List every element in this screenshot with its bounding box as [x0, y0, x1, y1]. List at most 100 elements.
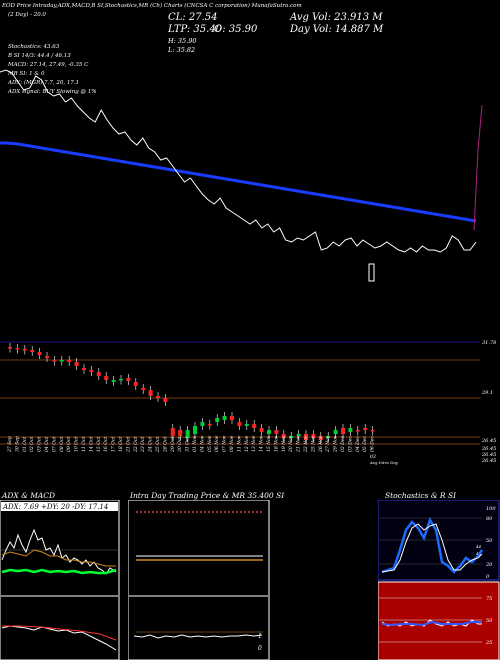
candle [8, 347, 12, 349]
candle [82, 368, 86, 370]
date-label: 31 Oct [185, 437, 191, 452]
date-label: 30 Oct [177, 437, 183, 452]
stoch-tick-0: 0 [486, 574, 490, 580]
adx-macd-panel: ADX: 7.69 +DY: 20 -DY: 17.14 [0, 500, 120, 660]
candle [30, 350, 35, 352]
date-label: 07 Oct [51, 437, 57, 452]
date-label: 22 Oct [133, 437, 139, 453]
date-label: 25 Nov [310, 435, 316, 453]
candle [126, 378, 131, 381]
candles [8, 343, 375, 444]
chart-header: EOD Price Intraday,ADX,MACD,B SI,Stochas… [2, 3, 302, 9]
intraday-panel: 1 0 [128, 500, 270, 660]
date-label: 10 Oct [74, 437, 80, 452]
adx-orange-line [1, 549, 116, 567]
candle [74, 362, 79, 366]
candle [318, 436, 323, 440]
volume-spike-line [473, 104, 483, 231]
candle [15, 348, 20, 350]
adx-values: ADX: 7.69 +DY: 20 -DY: 17.14 [2, 503, 108, 511]
date-label: 13 Nov [251, 435, 257, 452]
intra-num-1: 1 [258, 633, 262, 640]
adx-panel-title: ADX & MACD [2, 491, 56, 500]
candle [326, 436, 331, 438]
macd-line [1, 625, 117, 651]
high-price: H: 35.90 [168, 37, 197, 45]
stoch-tick-80: 80 [486, 516, 493, 522]
date-label: 19 Nov [281, 435, 287, 452]
stoch-tick-50: 50 [486, 538, 493, 544]
date-label: 18 Nov [273, 435, 279, 452]
candle [311, 434, 316, 438]
candle [341, 428, 345, 434]
candle [96, 372, 101, 376]
date-label: 29 Oct [170, 437, 176, 453]
adx-signal: ADX signal: BUY Slowing @ 1% [8, 89, 97, 95]
candle [156, 396, 160, 398]
price-line [0, 69, 477, 253]
candle [348, 428, 353, 432]
date-label: 03 Dec [347, 436, 353, 452]
candle [304, 434, 308, 440]
date-label: 30 Sep [14, 436, 20, 452]
date-label: 08 Nov [229, 435, 235, 452]
avg-volume: Avg Vol: 23.913 M [290, 12, 383, 23]
stoch-tick-100: 100 [486, 506, 496, 512]
candle [289, 436, 294, 438]
date-label: 24 Oct [148, 437, 154, 453]
date-label: 23 Oct [140, 437, 146, 453]
candle [370, 430, 375, 432]
date-label: 07 Nov [222, 435, 228, 452]
adx-green-line [1, 568, 117, 575]
date-label: 01 Nov [192, 435, 198, 452]
date-label: 04 Nov [199, 435, 205, 452]
candle [52, 360, 57, 362]
candle [267, 430, 271, 434]
low-price: L: 35.82 [168, 46, 196, 54]
y-label-4: 26.45 [481, 452, 496, 458]
si-value: B SI 14/3: 44.4 / 46.13 [8, 53, 71, 59]
date-label: 21 Oct [125, 437, 131, 453]
candle [22, 349, 27, 351]
y-label-3: 26.45 [481, 446, 496, 452]
close-price: CL: 27.54 [168, 12, 218, 23]
si-tick-75: 75 [486, 596, 492, 602]
candle [59, 360, 64, 362]
stoch-tick-20: 20 [485, 562, 493, 568]
macd-signal-line [2, 625, 117, 641]
candle [355, 430, 360, 432]
stoch-val-44: 44 [475, 544, 482, 549]
candle [252, 424, 257, 428]
candle [111, 380, 116, 382]
stochastics-value: Stochastics: 43.63 [8, 44, 60, 50]
y-label-0: 31.78 [482, 340, 496, 346]
candle [119, 379, 123, 381]
stoch-panel-title: Stochastics & R SI [385, 491, 457, 500]
candle [200, 422, 205, 426]
candle [244, 424, 249, 426]
date-label: 09 Oct [66, 437, 72, 452]
candle [104, 376, 109, 380]
date-label: 08 Oct [59, 437, 65, 452]
si-tick-50: 50 [486, 618, 493, 624]
y-label-2: 26.45 [481, 438, 496, 444]
intraday-panel-title: Intra Day Trading Price & MR 35.400 SI [130, 491, 285, 500]
date-label: 15 Oct [96, 437, 102, 452]
candle [67, 360, 72, 362]
candle [185, 430, 190, 438]
date-label: 04 Dec [355, 436, 361, 452]
candle [193, 426, 197, 434]
si-signal-line [381, 620, 482, 627]
candle [363, 428, 368, 430]
bottom-note: 03 [370, 454, 376, 460]
candle [230, 416, 234, 420]
date-label: 22 Nov [303, 435, 309, 453]
date-label: 05 Dec [362, 436, 368, 452]
date-label: 04 Oct [44, 437, 50, 452]
candle [170, 428, 175, 436]
candle [333, 430, 338, 434]
volume-marker [368, 263, 375, 282]
date-label: 26 Nov [318, 435, 324, 453]
date-label: 11 Oct [81, 437, 87, 452]
candle [207, 424, 212, 426]
